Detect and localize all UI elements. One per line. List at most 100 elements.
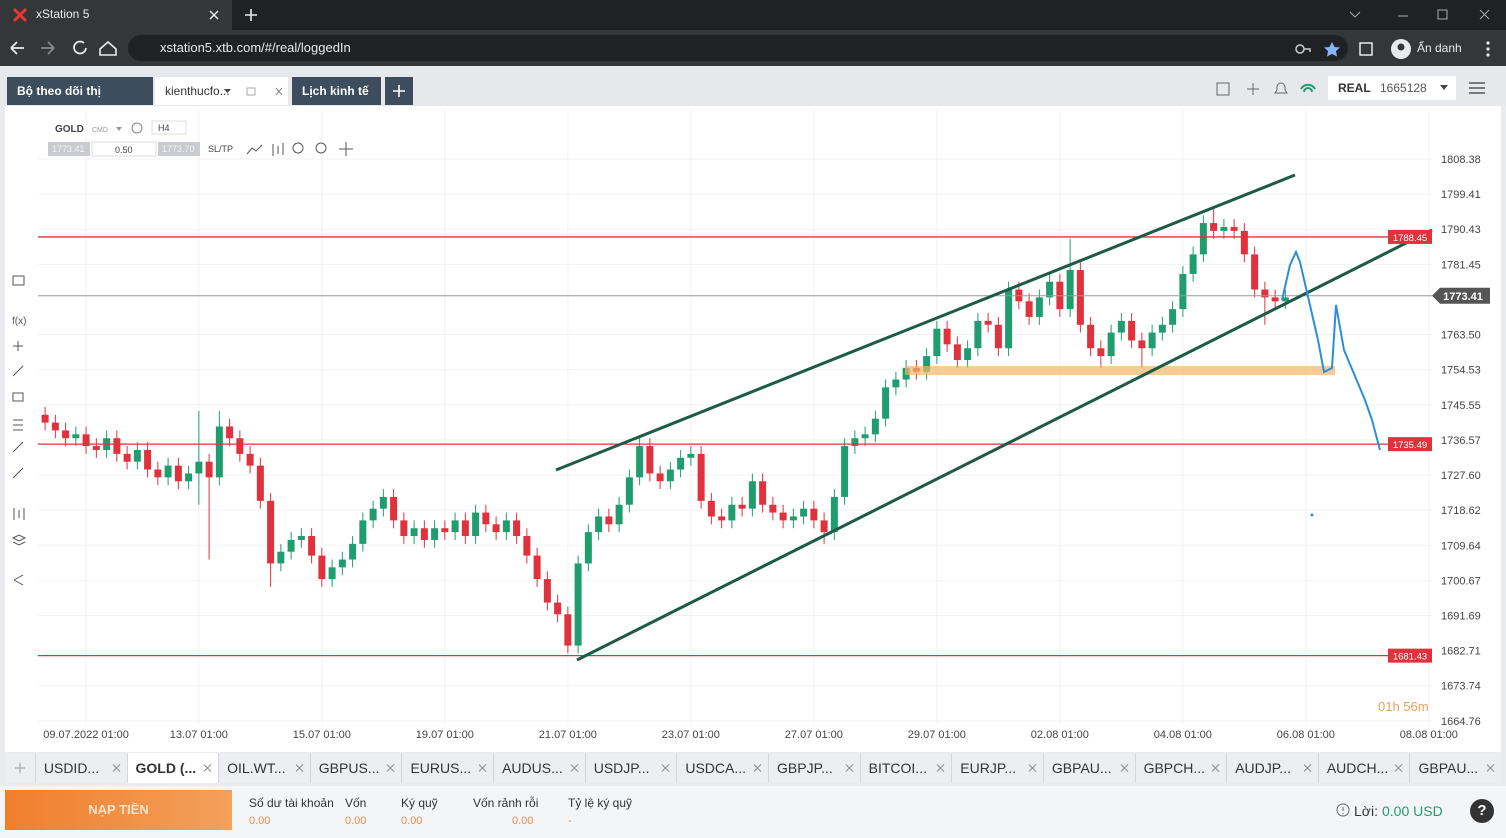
timeframe-box[interactable] (151, 120, 187, 135)
close-instrument[interactable] (113, 764, 121, 772)
instrument-tab[interactable]: AUDCH... (1317, 753, 1410, 783)
bid-box[interactable] (48, 142, 90, 156)
tool[interactable] (13, 419, 23, 431)
zoom-out[interactable] (292, 142, 304, 154)
profit-value: 0.00 USD (1382, 803, 1443, 819)
tool[interactable] (12, 275, 25, 286)
level-label-box (1388, 229, 1432, 244)
x-tick-label: 19.07 01:00 (416, 729, 474, 741)
close-instrument[interactable] (479, 764, 487, 772)
close-tab[interactable] (208, 9, 220, 21)
close-instrument[interactable] (387, 764, 395, 772)
instrument-tab[interactable]: GBPAU... (1409, 753, 1501, 783)
close-instrument[interactable] (754, 764, 762, 772)
menu-dots[interactable] (1484, 40, 1492, 58)
sltp[interactable]: SL/TP (208, 144, 233, 154)
instrument-name: BITCOI... (868, 760, 927, 776)
instrument-tab[interactable]: GOLD (... (126, 753, 219, 783)
tool[interactable] (12, 441, 24, 479)
deposit-button[interactable]: NẠP TIỀN (5, 790, 232, 830)
candle-body (1189, 254, 1197, 274)
add-instrument[interactable] (5, 753, 35, 783)
instrument-tab[interactable]: GBPUS... (309, 753, 402, 783)
volume-box[interactable] (91, 141, 157, 157)
fx-tool[interactable]: f(x) (12, 316, 26, 327)
instrument-tab[interactable]: GBPAU... (1042, 753, 1135, 783)
close-instrument[interactable] (1395, 764, 1403, 772)
url-field[interactable]: xstation5.xtb.com/#/real/loggedIn (128, 35, 1348, 61)
add-tab[interactable] (385, 77, 413, 105)
nav-buttons[interactable] (8, 38, 118, 58)
candle-body (185, 473, 193, 482)
close-instrument[interactable] (662, 764, 670, 772)
new-tab[interactable] (243, 7, 259, 23)
instrument-tab[interactable]: AUDUS... (493, 753, 585, 783)
x-tick-label: 29.07 01:00 (908, 729, 966, 741)
line-tool[interactable] (246, 144, 263, 155)
candle-body (994, 324, 1002, 349)
stat-label: Ký quỹ (401, 796, 438, 810)
profile-label[interactable]: Ẩn danh (1417, 41, 1462, 55)
candle-body (800, 508, 808, 517)
candle-body (349, 543, 357, 560)
tool[interactable] (13, 341, 23, 351)
candle-body (738, 504, 746, 509)
tool[interactable] (12, 392, 24, 402)
account-selector[interactable]: REAL 1665128 (1328, 76, 1456, 100)
bid: 1773.41 (52, 144, 85, 154)
candle-body (1220, 226, 1228, 231)
chart: 1808.38 1799.41 1790.43 1781.45 1763.50 1754.… (11, 110, 1490, 741)
window-controls (1349, 9, 1490, 20)
instrument-tab[interactable]: EURUS... (401, 753, 493, 783)
zoom-in[interactable] (315, 142, 327, 154)
y-tick-label: 1691.69 (1441, 610, 1481, 622)
candle-body (964, 348, 972, 360)
symbol-dropdown[interactable] (116, 127, 122, 131)
instrument-tab[interactable]: BITCOI... (859, 753, 952, 783)
close-instrument[interactable] (846, 764, 854, 772)
help-button[interactable]: ? (1470, 799, 1494, 823)
tool[interactable] (13, 508, 25, 520)
app-tab-active[interactable]: kienthucfo... (155, 77, 288, 105)
instrument-tab[interactable]: USDCA... (676, 753, 768, 783)
candle-body (779, 512, 787, 521)
instrument-tab[interactable]: OIL.WT... (218, 753, 310, 783)
timeframe: H4 (158, 123, 170, 133)
ask-box[interactable] (158, 142, 200, 156)
crosshair[interactable] (339, 142, 353, 156)
stat-value: 0.00 (512, 815, 534, 827)
close-instrument[interactable] (1212, 764, 1220, 772)
instrument-tab[interactable]: AUDJP... (1226, 753, 1318, 783)
close-instrument[interactable] (1029, 764, 1037, 772)
tool[interactable] (11, 534, 27, 546)
instrument-tab[interactable]: USDID... (34, 753, 127, 783)
candle-tool[interactable] (272, 143, 284, 156)
close-instrument[interactable] (1487, 764, 1495, 772)
candle-body (215, 426, 223, 478)
close-instrument[interactable] (571, 764, 579, 772)
tool[interactable] (12, 365, 24, 377)
close-instrument[interactable] (1304, 764, 1312, 772)
instrument-tab[interactable]: USDJP... (584, 753, 677, 783)
app-tab[interactable]: Lịch kinh tế (292, 77, 381, 105)
instrument-name: USDJP... (593, 760, 650, 776)
hamburger[interactable] (1468, 81, 1486, 95)
tool[interactable] (13, 574, 24, 586)
close-instrument[interactable] (1121, 764, 1129, 772)
symbol[interactable]: GOLD (55, 124, 84, 135)
candle-body (707, 500, 715, 517)
instrument-tab[interactable]: EURJP... (951, 753, 1043, 783)
candle-body (41, 414, 49, 423)
close-instrument[interactable] (937, 764, 945, 772)
browser-tab[interactable]: xStation 5 (0, 0, 232, 30)
close-instrument[interactable] (296, 764, 304, 772)
instrument-tab[interactable]: GBPJP... (768, 753, 860, 783)
info-icon[interactable] (131, 122, 143, 134)
instrument-tab[interactable]: GBPCH... (1134, 753, 1227, 783)
candle-body (1138, 340, 1146, 349)
close-instrument[interactable] (204, 764, 212, 772)
level-label: 1788.45 (1393, 233, 1427, 244)
app-tab[interactable]: Bộ theo dõi thị trường (7, 77, 153, 126)
candle-body (677, 457, 685, 470)
x-tick-label: 04.08 01:00 (1154, 729, 1212, 741)
